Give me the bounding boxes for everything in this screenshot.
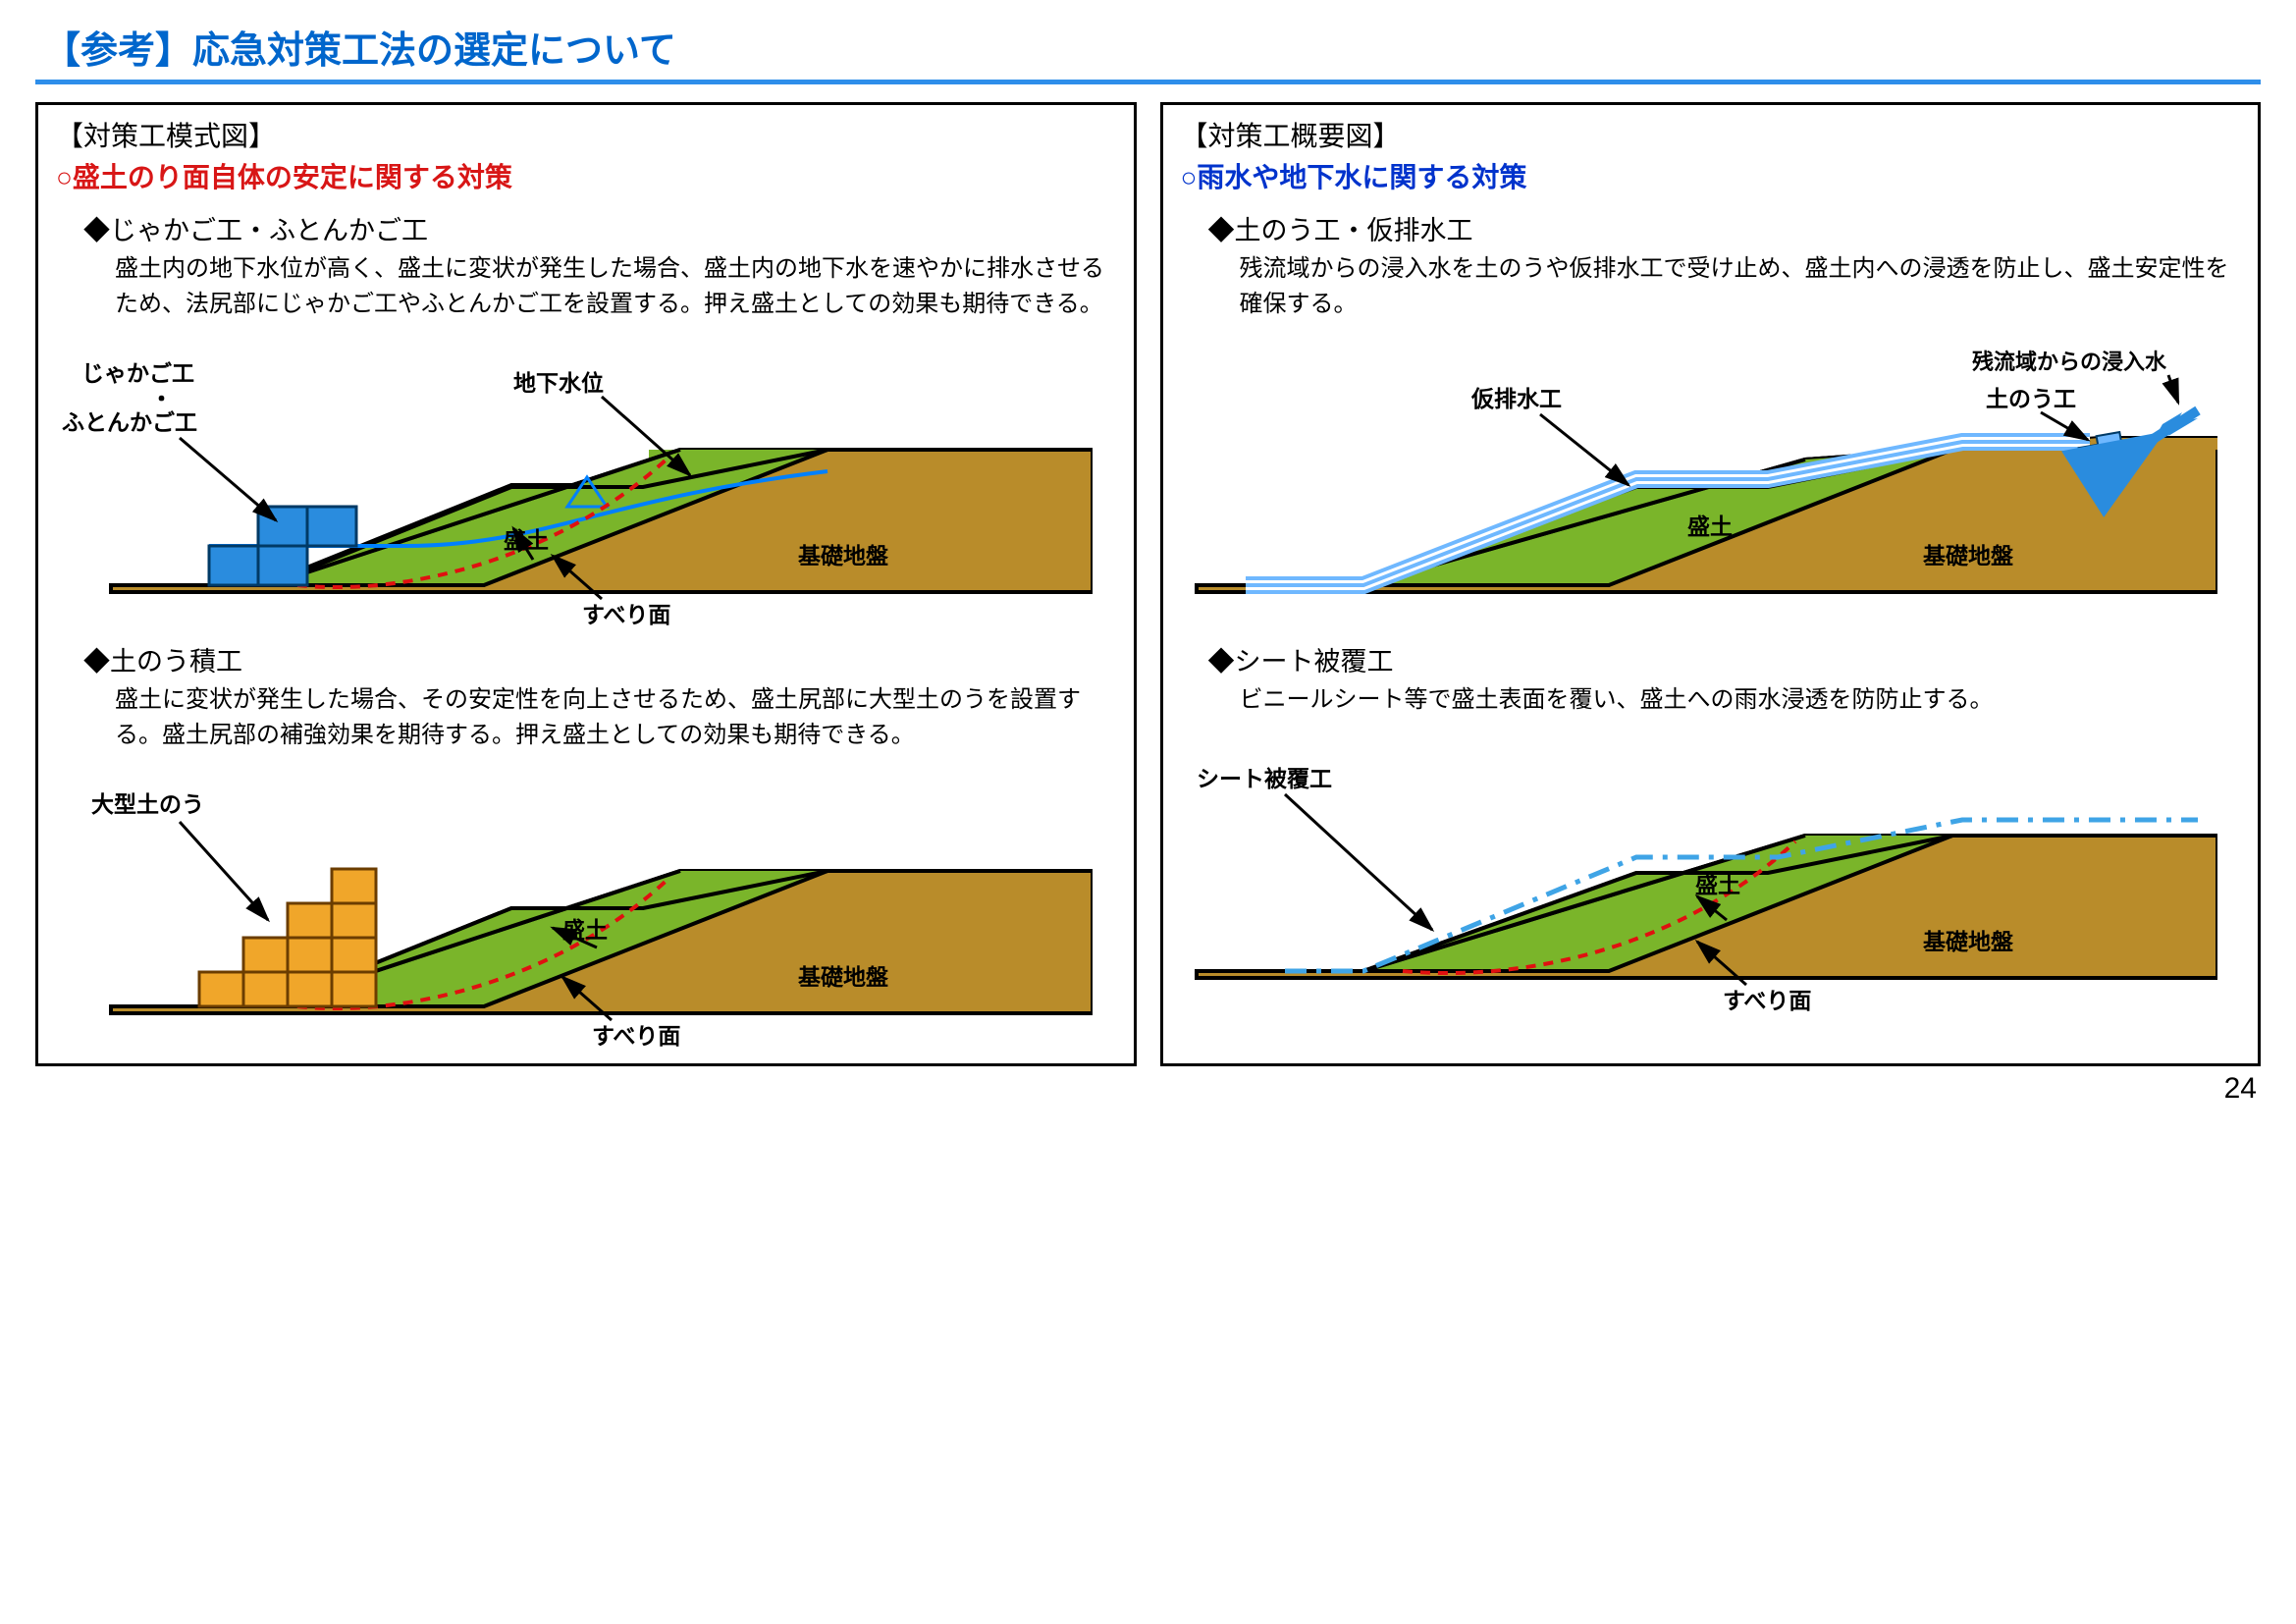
label-dot: ・ (150, 386, 173, 411)
label-gabion1: じゃかご工 (81, 360, 194, 386)
left-subhead: ○盛土のり面自体の安定に関する対策 (56, 156, 1120, 195)
label-gabion2: ふとんかご工 (62, 409, 197, 435)
right-panel: 【対策工概要図】 ○雨水や地下水に関する対策 ◆土のう工・仮排水工 残流域からの… (1160, 102, 2262, 1066)
label-drain: 仮排水工 (1470, 386, 1562, 411)
label-ground4: 基礎地盤 (1923, 929, 2014, 954)
right-subhead: ○雨水や地下水に関する対策 (1181, 156, 2245, 195)
label-ground3: 基礎地盤 (1923, 543, 2014, 568)
method1-title: ◆じゃかご工・ふとんかご工 (83, 209, 1120, 247)
left-panel-heading: 【対策工模式図】 (56, 115, 1120, 154)
label-inflow: 残流域からの浸入水 (1972, 350, 2167, 374)
label-slip3: すべり面 (1723, 988, 1811, 1012)
method1-desc: 盛土内の地下水位が高く、盛土に変状が発生した場合、盛土内の地下水を速やかに排水さ… (115, 251, 1110, 322)
rmethod2-title: ◆シート被覆工 (1208, 640, 2245, 678)
diagram-sandbag: 大型土のう 盛土 基礎地盤 すべり面 (52, 763, 1120, 1048)
method2-desc: 盛土に変状が発生した場合、その安定性を向上させるため、盛土尻部に大型土のうを設置… (115, 682, 1110, 753)
rmethod1-title: ◆土のう工・仮排水工 (1208, 209, 2245, 247)
label-emb3: 盛土 (1687, 514, 1733, 539)
diagram-drain: 仮排水工 土のう工 残流域からの浸入水 盛土 基礎地盤 (1177, 332, 2245, 626)
label-ground2: 基礎地盤 (798, 964, 889, 990)
left-panel: 【対策工模式図】 ○盛土のり面自体の安定に関する対策 ◆じゃかご工・ふとんかご工… (35, 102, 1137, 1066)
label-gw: 地下水位 (513, 370, 604, 396)
label-emb4: 盛土 (1695, 872, 1740, 897)
label-emb2: 盛土 (562, 917, 608, 943)
label-slip1: すべり面 (582, 602, 670, 626)
rmethod1-desc: 残流域からの浸入水を土のうや仮排水工で受け止め、盛土内への浸透を防止し、盛土安定… (1240, 251, 2235, 322)
diagram-gabion: じゃかご工 ・ ふとんかご工 地下水位 盛土 基礎地盤 すべり面 (52, 332, 1120, 626)
label-sandbag: 大型土のう (91, 791, 204, 817)
page-title: 【参考】応急対策工法の選定について (43, 20, 2261, 74)
label-slip2: すべり面 (592, 1023, 680, 1048)
label-ground1: 基礎地盤 (798, 543, 889, 568)
right-panel-heading: 【対策工概要図】 (1181, 115, 2245, 154)
label-sandbag2: 土のう工 (1986, 386, 2076, 411)
title-rule (35, 80, 2261, 84)
diagram-sheet: シート被覆工 盛土 基礎地盤 すべり面 (1177, 728, 2245, 1012)
method2-title: ◆土のう積工 (83, 640, 1120, 678)
rmethod2-desc: ビニールシート等で盛土表面を覆い、盛土への雨水浸透を防防止する。 (1240, 682, 2235, 718)
label-sheet: シート被覆工 (1197, 766, 1332, 791)
page-number: 24 (35, 1072, 2261, 1106)
